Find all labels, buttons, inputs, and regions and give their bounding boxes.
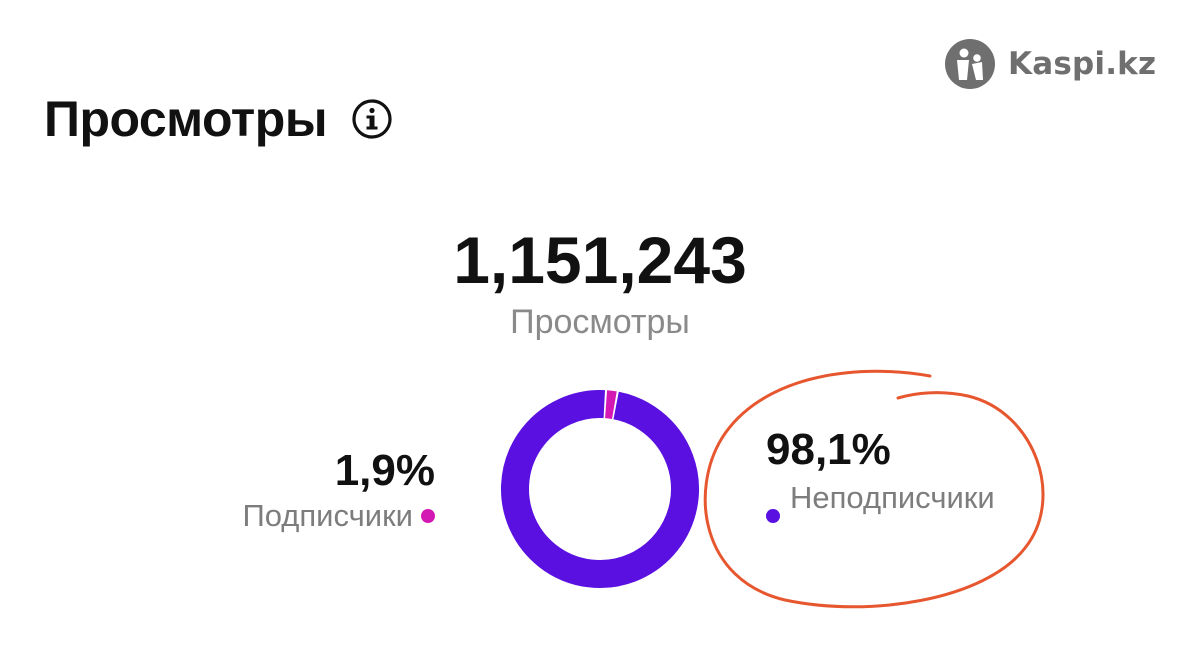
legend-non-subscribers: 98,1% Неподписчики <box>766 425 1012 523</box>
info-icon[interactable] <box>351 98 393 140</box>
views-donut-chart <box>501 390 699 588</box>
subscribers-label: Подписчики <box>242 498 413 533</box>
non-subscribers-percent: 98,1% <box>766 425 891 474</box>
kaspi-watermark: Kaspi.kz <box>944 38 1156 90</box>
header: Просмотры <box>44 90 393 148</box>
total-views-label: Просмотры <box>510 303 690 341</box>
subscribers-legend-dot <box>421 509 435 523</box>
non-subscribers-label: Неподписчики <box>790 480 995 515</box>
page-title: Просмотры <box>44 91 328 147</box>
subscribers-percent: 1,9% <box>334 446 435 495</box>
donut-slice-subscribers <box>604 390 617 420</box>
legend-subscribers: 1,9% Подписчики <box>242 446 435 534</box>
total-views-value: 1,151,243 <box>453 223 747 297</box>
non-subscribers-legend-dot <box>766 509 780 523</box>
kaspi-watermark-text: Kaspi.kz <box>1008 46 1157 82</box>
kaspi-logo-icon <box>944 38 996 90</box>
donut-slice-non-subscribers <box>501 390 699 588</box>
